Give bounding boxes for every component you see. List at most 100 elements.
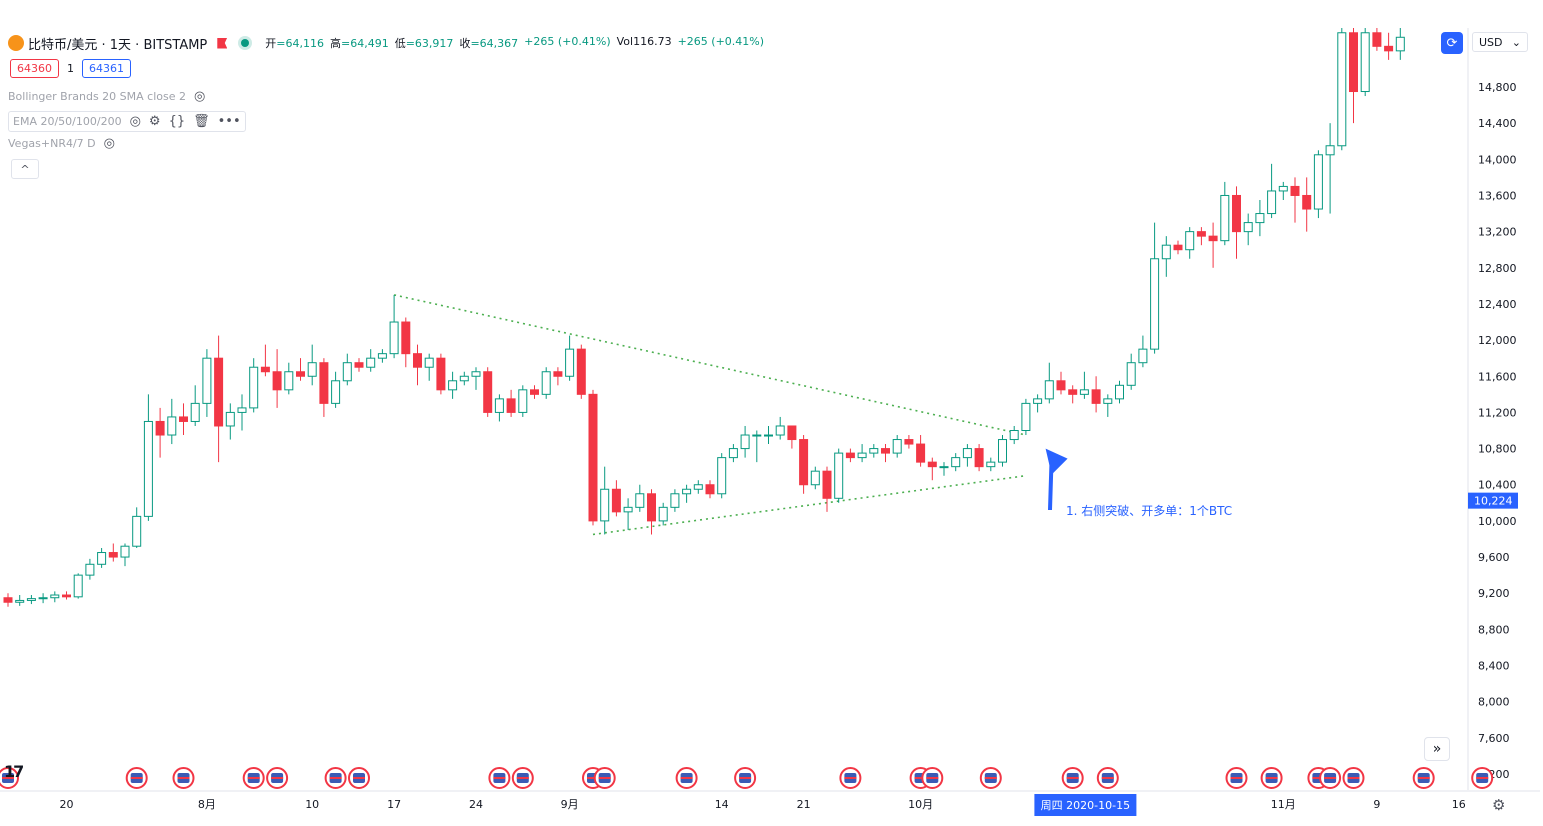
candle-body — [1009, 430, 1019, 441]
event-flag-icon[interactable] — [172, 767, 195, 789]
spread-value: 1 — [67, 62, 74, 75]
candle-body — [1196, 231, 1206, 237]
event-flag-icon[interactable] — [1471, 767, 1494, 789]
candle-body — [693, 484, 703, 490]
candle-body — [108, 552, 118, 558]
indicator-ema[interactable]: EMA 20/50/100/200 ◎ ⚙ {} 🗑 ••• — [8, 111, 246, 132]
event-flag-icon[interactable] — [324, 767, 347, 789]
ohlc-item: 高=64,491 — [330, 35, 389, 51]
x-tick-label: 10 — [305, 798, 319, 811]
more-icon[interactable]: ••• — [217, 114, 241, 129]
candle-body — [1349, 32, 1358, 93]
eye-hidden-icon[interactable]: ◎ — [129, 114, 141, 129]
symbol-title[interactable]: 比特币/美元 · 1天 · BITSTAMP — [28, 37, 208, 53]
candle-body — [1302, 194, 1312, 210]
candle-body — [1103, 398, 1113, 404]
candle-body — [1255, 213, 1265, 224]
candle-body — [869, 448, 879, 454]
event-flag-icon[interactable] — [921, 767, 944, 789]
event-flag-icon[interactable] — [242, 767, 265, 789]
event-flag-icon[interactable] — [266, 767, 289, 789]
ohlc-value: +265 (+0.41%) — [677, 35, 765, 48]
event-flag-icon[interactable] — [979, 767, 1002, 789]
x-tick-label: 20 — [60, 798, 74, 811]
candle-body — [307, 362, 317, 377]
chart-header: 比特币/美元 · 1天 · BITSTAMP 开=64,116 高=64,491 低… — [8, 32, 764, 54]
event-flag-icon[interactable] — [675, 767, 698, 789]
ohlc-value: =64,116 — [276, 37, 324, 50]
candle-body — [62, 594, 71, 598]
candle-body — [214, 357, 224, 427]
candle-body — [3, 597, 13, 603]
flag-icon[interactable] — [217, 37, 228, 49]
candle-body — [553, 371, 563, 377]
candle-body — [764, 434, 773, 437]
ohlc-value: 116.73 — [633, 35, 672, 48]
buy-button[interactable]: 64361 — [82, 59, 131, 78]
ohlc-value: =64,367 — [470, 37, 519, 50]
candle-body — [202, 357, 212, 404]
event-flag-icon[interactable] — [488, 767, 511, 789]
candle-body — [892, 439, 902, 454]
collapse-indicators-button[interactable]: ^ — [11, 159, 39, 179]
chevron-down-icon: ⌄ — [1511, 35, 1521, 49]
candle-body — [167, 416, 177, 436]
candle-body — [1056, 380, 1066, 391]
x-tick-label: 14 — [715, 798, 729, 811]
candle-body — [799, 439, 809, 486]
indicator-label: Bollinger Brands 20 SMA close 2 — [8, 90, 186, 103]
candle-body — [179, 416, 188, 422]
source-code-icon[interactable]: {} — [168, 114, 186, 129]
candle-body — [541, 371, 551, 395]
indicator-bollinger[interactable]: Bollinger Brands 20 SMA close 2 ◎ — [8, 89, 205, 104]
event-flag-icon[interactable] — [348, 767, 370, 789]
sell-button[interactable]: 64360 — [10, 59, 59, 78]
event-flag-icon[interactable] — [593, 767, 616, 789]
ohlc-value: +265 (+0.41%) — [524, 35, 611, 48]
annotation-arrow-head — [1045, 448, 1068, 475]
event-flag-icon[interactable] — [1260, 767, 1283, 789]
event-flag-icon[interactable] — [839, 767, 862, 789]
eye-hidden-icon[interactable]: ◎ — [194, 89, 206, 104]
sync-icon[interactable]: ⟳ — [1441, 32, 1463, 54]
ohlc-label: 开 — [265, 37, 277, 50]
event-flag-icon[interactable] — [1061, 767, 1084, 789]
settings-icon[interactable]: ⚙ — [148, 114, 161, 129]
currency-select[interactable]: USD ⌄ — [1472, 32, 1528, 52]
candle-body — [962, 448, 972, 459]
candle-body — [1243, 222, 1253, 233]
indicator-vegas[interactable]: Vegas+NR4/7 D ◎ — [8, 136, 115, 151]
candle-body — [459, 375, 469, 382]
candle-body — [284, 371, 294, 391]
candle-body — [296, 371, 305, 377]
tradingview-logo[interactable]: 17 — [4, 762, 24, 781]
event-flag-icon[interactable] — [734, 767, 757, 789]
x-tick-label: 9 — [1373, 798, 1380, 811]
candle-body — [190, 402, 200, 422]
y-tick-label: 12,400 — [1478, 298, 1517, 311]
event-flag-icon[interactable] — [511, 767, 534, 789]
ohlc-label: 收 — [459, 37, 471, 50]
event-flag-icon[interactable] — [125, 767, 148, 789]
event-flag-icon[interactable] — [1319, 767, 1342, 789]
trash-icon[interactable]: 🗑 — [193, 114, 210, 129]
event-flag-icon[interactable] — [0, 767, 19, 789]
event-flag-icon[interactable] — [1412, 767, 1435, 789]
eye-hidden-icon[interactable]: ◎ — [103, 136, 115, 151]
settings-icon[interactable]: ⚙ — [1492, 796, 1506, 814]
scroll-to-realtime-button[interactable]: » — [1424, 737, 1450, 761]
event-flag-icon[interactable] — [1096, 767, 1119, 789]
candle-body — [436, 357, 446, 391]
candle-body — [15, 599, 25, 603]
candle-body — [740, 434, 750, 450]
y-tick-label: 14,400 — [1478, 117, 1517, 130]
event-flag-icon[interactable] — [1225, 767, 1248, 789]
event-flag-icon[interactable] — [1342, 767, 1365, 789]
candle-body — [483, 371, 493, 413]
candle-body — [1115, 384, 1124, 400]
ohlc-item: 收=64,367 — [459, 35, 518, 51]
candle-body — [1278, 185, 1288, 192]
candle-body — [331, 380, 341, 404]
candle-body — [904, 439, 914, 445]
